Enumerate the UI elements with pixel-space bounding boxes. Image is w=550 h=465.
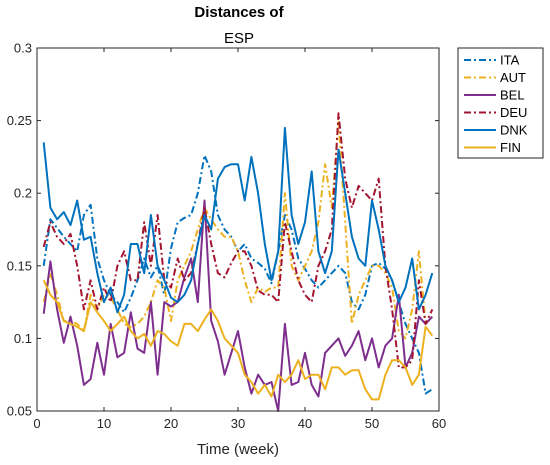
x-tick-label: 50 bbox=[365, 416, 379, 431]
x-tick-label: 0 bbox=[33, 416, 40, 431]
y-tick-label: 0.2 bbox=[14, 186, 32, 201]
legend-label-fin: FIN bbox=[500, 140, 521, 155]
series-line-ita bbox=[42, 154, 433, 395]
legend-box bbox=[457, 47, 544, 159]
x-tick-label: 30 bbox=[231, 416, 245, 431]
series-line-dnk bbox=[42, 126, 434, 314]
x-tick-label: 10 bbox=[97, 416, 111, 431]
x-tick-label: 20 bbox=[164, 416, 178, 431]
y-tick-label: 0.05 bbox=[7, 404, 32, 419]
legend-label-aut: AUT bbox=[500, 70, 526, 85]
series-line-bel bbox=[42, 199, 434, 412]
x-axis: 0 10 20 30 40 50 60 bbox=[33, 48, 446, 431]
chart-subtitle: ESP bbox=[224, 30, 254, 47]
legend-label-deu: DEU bbox=[500, 105, 527, 120]
y-tick-label: 0.15 bbox=[7, 258, 32, 273]
chart-title: Distances of bbox=[194, 4, 284, 21]
legend-label-dnk: DNK bbox=[500, 123, 528, 138]
series-line-fin bbox=[42, 279, 434, 401]
legend: ITA AUT BEL DEU DNK FIN bbox=[457, 47, 544, 159]
y-tick-label: 0.3 bbox=[14, 41, 32, 56]
series-line-deu bbox=[42, 112, 434, 369]
x-axis-label: Time (week) bbox=[197, 441, 279, 458]
y-tick-label: 0.25 bbox=[7, 113, 32, 128]
y-axis: 0.05 0.1 0.15 0.2 0.25 0.3 bbox=[7, 41, 439, 419]
series-lines bbox=[42, 112, 434, 412]
x-tick-label: 40 bbox=[298, 416, 312, 431]
y-tick-label: 0.1 bbox=[14, 331, 32, 346]
plot-area bbox=[37, 48, 439, 411]
legend-label-bel: BEL bbox=[500, 88, 525, 103]
legend-label-ita: ITA bbox=[500, 53, 520, 68]
x-tick-label: 60 bbox=[432, 416, 446, 431]
